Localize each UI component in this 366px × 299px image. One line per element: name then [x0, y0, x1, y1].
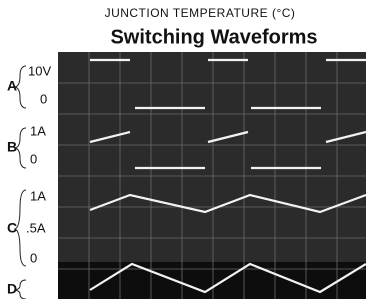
scale-label: .5A	[26, 220, 46, 235]
caption: JUNCTION TEMPERATURE (°C)	[105, 6, 296, 20]
scale-label: 0	[30, 151, 37, 166]
channel-label: D	[7, 281, 17, 297]
scope-screen	[58, 52, 366, 299]
scale-label: 1A	[30, 123, 46, 138]
page: JUNCTION TEMPERATURE (°C) Switching Wave…	[0, 0, 366, 299]
title: Switching Waveforms	[110, 26, 317, 48]
scale-label: 1A	[30, 188, 46, 203]
scale-label: 0	[40, 91, 47, 106]
brace	[15, 190, 26, 266]
channel-label: C	[7, 220, 17, 236]
scale-label: 0	[30, 250, 37, 265]
channel-label: B	[7, 139, 17, 155]
channel-label: A	[7, 78, 17, 94]
scale-label: 10V	[28, 63, 51, 78]
